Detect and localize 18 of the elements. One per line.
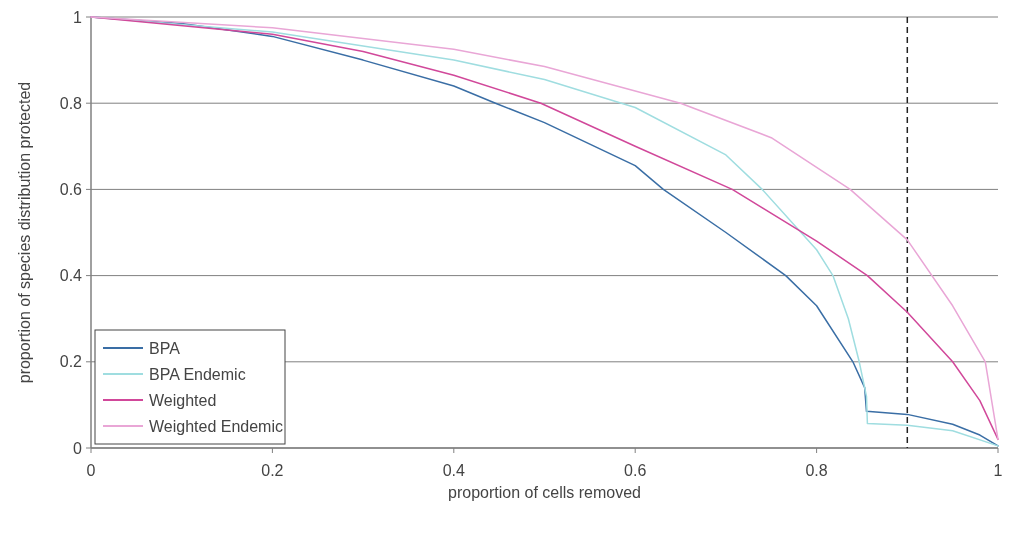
x-tick-label: 0 <box>86 462 96 479</box>
y-tick-label: 1 <box>73 8 83 26</box>
x-tick-label: 1 <box>993 462 1003 479</box>
y-tick-label: 0 <box>73 439 83 457</box>
legend-label: BPA Endemic <box>149 365 246 383</box>
legend-label: BPA <box>149 339 181 357</box>
x-axis-title: proportion of cells removed <box>448 484 641 501</box>
y-tick-label: 0.8 <box>59 94 83 112</box>
legend-label: Weighted <box>149 391 217 409</box>
y-tick-label: 0.4 <box>59 267 83 285</box>
y-tick-label: 0.2 <box>59 353 83 371</box>
x-tick-label: 0.8 <box>805 462 828 479</box>
y-axis-title: proportion of species distribution protected <box>16 81 33 384</box>
x-tick-label: 0.4 <box>442 462 466 479</box>
x-tick-label: 0.2 <box>261 462 284 479</box>
x-tick-label: 0.6 <box>624 462 647 479</box>
y-tick-label: 0.6 <box>59 181 83 198</box>
legend-label: Weighted Endemic <box>149 417 283 435</box>
